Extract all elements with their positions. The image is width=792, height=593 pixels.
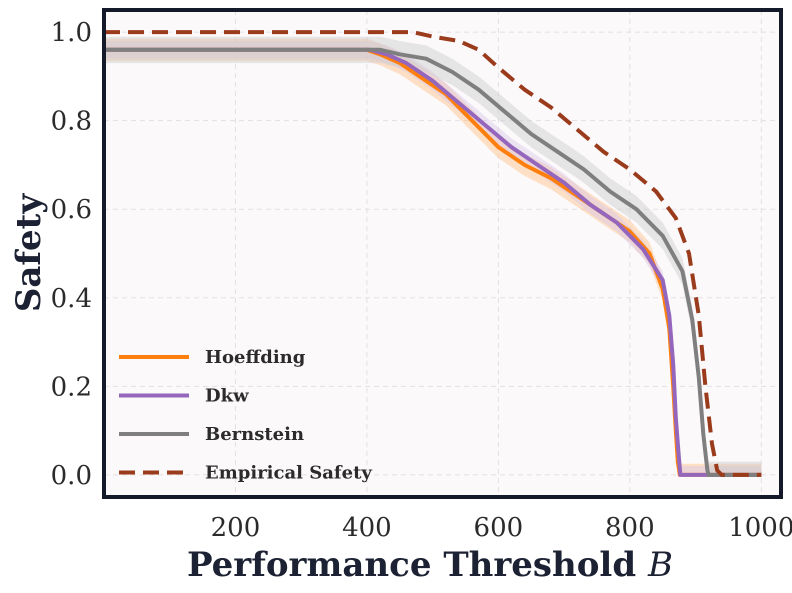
- x-tick-label-400: 400: [342, 513, 392, 543]
- empirical-safety-line: [104, 30, 762, 477]
- x-tick-label-600: 600: [474, 513, 524, 543]
- y-tick-label-0.4: 0.4: [51, 284, 92, 314]
- x-axis-label: Performance Threshold B: [187, 545, 673, 585]
- y-tick-label-0.8: 0.8: [51, 107, 92, 137]
- legend-label-hoeffding: Hoeffding: [205, 347, 306, 368]
- grid: [104, 10, 781, 497]
- y-tick-label-1.0: 1.0: [51, 18, 92, 48]
- bernstein-line: [104, 47, 762, 477]
- dkw-line: [104, 47, 762, 477]
- legend-label-empirical-safety: Empirical Safety: [205, 463, 372, 484]
- y-tick-label-0.6: 0.6: [51, 195, 92, 225]
- legend: Hoeffding Dkw Bernstein Empirical Safety: [119, 347, 372, 484]
- x-tick-label-200: 200: [211, 513, 261, 543]
- y-axis-label: Safety: [9, 193, 49, 313]
- y-tick-label-0.2: 0.2: [51, 372, 92, 402]
- x-tick-label-800: 800: [605, 513, 655, 543]
- x-axis-label-text: Performance Threshold: [187, 545, 636, 585]
- x-tick-labels: 200 400 600 800 1000: [211, 513, 792, 543]
- x-tick-label-1000: 1000: [728, 513, 792, 543]
- y-tick-label-0.0: 0.0: [51, 461, 92, 491]
- plot-frame: [102, 8, 783, 499]
- legend-label-dkw: Dkw: [205, 386, 249, 407]
- y-tick-labels: 0.0 0.2 0.4 0.6 0.8 1.0: [51, 18, 92, 491]
- series-lines: [104, 30, 762, 477]
- x-axis-label-variable: B: [647, 545, 673, 585]
- legend-label-bernstein: Bernstein: [205, 424, 304, 445]
